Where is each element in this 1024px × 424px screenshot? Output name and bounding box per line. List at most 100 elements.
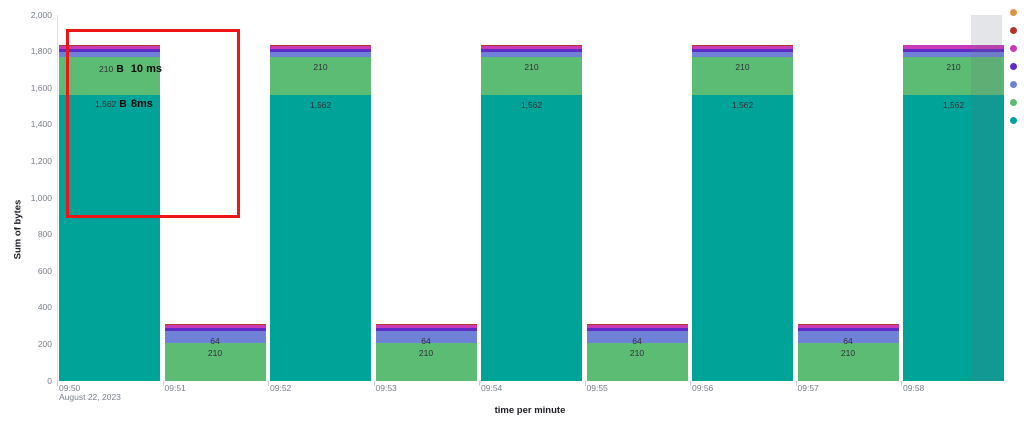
- bar-segment-dark-red[interactable]: [586, 323, 688, 325]
- x-tick-mark: [373, 381, 375, 386]
- bar-segment-green[interactable]: [59, 56, 160, 96]
- bar-segment-teal[interactable]: [270, 95, 371, 381]
- annotation-unit: B: [119, 98, 127, 110]
- y-tick-label: 1,000: [30, 192, 52, 203]
- y-tick-label: 800: [37, 229, 52, 240]
- annotation-note: 8ms: [130, 98, 153, 110]
- y-tick-label: 2,000: [30, 9, 52, 20]
- bar-segment-green[interactable]: [481, 56, 582, 96]
- y-tick-label: 1,600: [30, 82, 52, 93]
- bar-segment-blue[interactable]: [59, 52, 160, 57]
- bar-segment-magenta[interactable]: [903, 45, 1004, 50]
- bar-segment-magenta[interactable]: [692, 46, 793, 50]
- bar-segment-purple[interactable]: [586, 327, 688, 331]
- bar-value-label: 210: [629, 347, 645, 358]
- bar-value-label: 1,562: [309, 100, 332, 111]
- legend-dot-teal[interactable]: [1010, 117, 1017, 124]
- x-tick-mark: [162, 381, 164, 386]
- bar-segment-magenta[interactable]: [270, 46, 371, 50]
- x-tick-label: 09:57: [797, 383, 819, 393]
- legend-dot-purple[interactable]: [1010, 63, 1017, 70]
- bar-segment-blue[interactable]: [164, 330, 266, 343]
- bar-segment-blue[interactable]: [692, 52, 793, 57]
- bar-segment-magenta[interactable]: [481, 46, 582, 50]
- bar-segment-blue[interactable]: [586, 330, 688, 343]
- bar-value-label: 210: [313, 61, 328, 72]
- legend-dot-green[interactable]: [1010, 99, 1017, 106]
- x-tick-mark: [479, 381, 480, 386]
- legend-dot-blue[interactable]: [1010, 81, 1017, 88]
- bar-segment-purple[interactable]: [692, 49, 793, 53]
- y-tick-label: 400: [37, 302, 52, 313]
- x-tick-mark: [901, 381, 902, 386]
- bar-annotation-text: 1,562 B 8ms: [95, 98, 153, 110]
- bar-segment-dark-red[interactable]: [692, 45, 793, 47]
- x-tick-label: 09:56: [692, 383, 714, 393]
- bar-segment-blue[interactable]: [270, 52, 371, 57]
- bar-value-label: 1,562: [520, 100, 543, 111]
- annotation-value: 210: [99, 64, 114, 74]
- bar-segment-teal[interactable]: [481, 95, 582, 381]
- bar-value-label: 64: [632, 335, 642, 346]
- bar-value-label: 210: [207, 347, 223, 358]
- bar-value-label: 64: [210, 335, 220, 346]
- bar-segment-teal[interactable]: [59, 95, 160, 381]
- y-tick-label: 1,200: [30, 155, 52, 166]
- bar-segment-blue[interactable]: [903, 52, 1004, 57]
- bar-segment-purple[interactable]: [797, 327, 899, 331]
- bar-segment-purple[interactable]: [903, 49, 1004, 53]
- x-tick-label: 09:53: [375, 383, 397, 393]
- legend-dot-magenta[interactable]: [1010, 45, 1017, 52]
- bar-segment-purple[interactable]: [164, 327, 266, 331]
- annotation-note: 10 ms: [130, 63, 162, 75]
- x-axis-title: time per minute: [494, 405, 566, 416]
- bar-segment-purple[interactable]: [481, 49, 582, 53]
- bar-segment-green[interactable]: [692, 56, 793, 96]
- bar-value-label: 210: [840, 347, 856, 358]
- legend-dot-orange[interactable]: [1010, 9, 1017, 16]
- legend-dot-dark-red[interactable]: [1010, 27, 1017, 34]
- bar-value-label: 210: [735, 61, 750, 72]
- bar-segment-purple[interactable]: [59, 49, 160, 53]
- bar-segment-dark-red[interactable]: [375, 323, 477, 325]
- bar-segment-magenta[interactable]: [797, 325, 899, 328]
- bar-segment-blue[interactable]: [797, 330, 899, 343]
- bar-segment-teal[interactable]: [692, 95, 793, 381]
- bar-segment-dark-red[interactable]: [797, 323, 899, 325]
- x-tick-label: 09:50: [59, 383, 81, 393]
- bar-segment-green[interactable]: [797, 342, 899, 381]
- bar-segment-magenta[interactable]: [164, 325, 266, 328]
- y-tick-label: 0: [47, 375, 52, 386]
- bar-segment-magenta[interactable]: [59, 46, 160, 50]
- bar-segment-green[interactable]: [903, 56, 1004, 96]
- bar-segment-magenta[interactable]: [375, 325, 477, 328]
- bar-segment-blue[interactable]: [375, 330, 477, 343]
- bar-segment-purple[interactable]: [375, 327, 477, 331]
- bar-value-label: 1,562: [731, 100, 754, 111]
- bar-segment-magenta[interactable]: [586, 325, 688, 328]
- bar-value-label: 210: [418, 347, 434, 358]
- bar-value-label: 64: [421, 335, 431, 346]
- x-tick-mark: [268, 381, 269, 386]
- y-tick-label: 600: [37, 265, 52, 276]
- bar-segment-dark-red[interactable]: [481, 45, 582, 47]
- red-annotation-box: [66, 29, 240, 218]
- x-tick-label: 09:51: [164, 383, 186, 393]
- bar-segment-green[interactable]: [164, 342, 266, 381]
- bar-segment-dark-red[interactable]: [270, 45, 371, 47]
- x-tick-mark: [584, 381, 586, 386]
- bar-segment-purple[interactable]: [270, 49, 371, 53]
- bar-segment-teal[interactable]: [903, 95, 1004, 381]
- y-tick-label: 200: [37, 338, 52, 349]
- bar-segment-green[interactable]: [270, 56, 371, 96]
- bar-segment-blue[interactable]: [481, 52, 582, 57]
- bar-segment-dark-red[interactable]: [59, 45, 160, 47]
- bar-segment-green[interactable]: [586, 342, 688, 381]
- plot-area: 210 64 1,562 210 210 64 1,562 210 210 64 1,562 210 2…: [57, 15, 1004, 381]
- x-tick-label: 09:55: [586, 383, 608, 393]
- bar-segment-dark-red[interactable]: [164, 323, 266, 325]
- bar-segment-green[interactable]: [375, 342, 477, 381]
- bar-annotation-text: 210 B 10 ms: [99, 63, 162, 75]
- x-tick-mark: [690, 381, 691, 386]
